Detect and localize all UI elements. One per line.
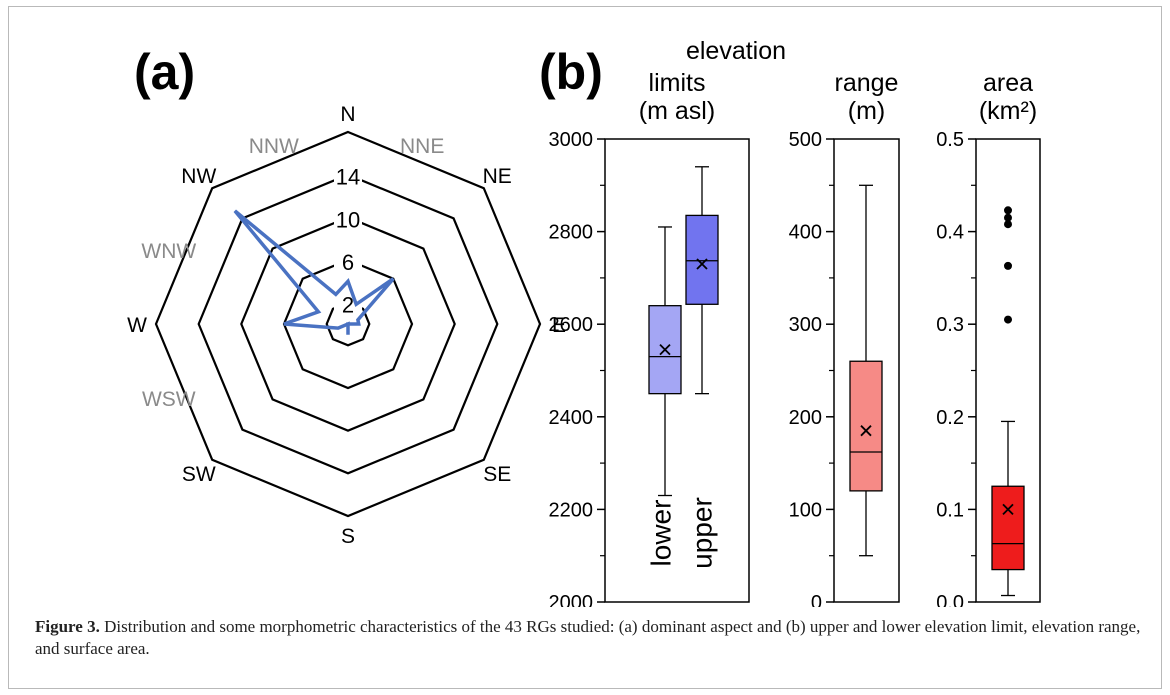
radar-ring [282,258,414,390]
panel-title-unit: (m asl) [639,97,715,125]
box-category-label: lower [645,500,676,567]
ring-label-bg [334,212,362,233]
panel-title: limits [649,69,706,97]
outlier-point [1004,206,1012,215]
panel-title-unit: (km²) [979,97,1037,125]
ring-label-bg [334,255,362,275]
panel-title: range [835,69,899,97]
y-tick-label: 0.4 [936,222,964,244]
outlier-point [1004,261,1012,270]
y-tick-label: 0.5 [936,129,964,151]
y-tick-label: 0.0 [936,592,964,607]
outlier-point [1004,315,1012,324]
y-tick-label: 0.2 [936,407,964,429]
y-tick-label: 100 [789,499,822,521]
mean-marker [696,258,708,270]
y-tick-label: 3000 [549,129,594,151]
panel-title-unit: (m) [848,97,885,125]
y-tick-label: 0.3 [936,314,964,336]
panel-b-label: (b) [539,44,603,100]
y-tick-label: 0.1 [936,499,964,521]
caption-label: Figure 3. [35,617,100,636]
box-area [991,485,1025,571]
figure-graphic: (a) (b) 2 6 10 14 N NNE NE E SE S SW WSW W WNW NW NNW elev… [127,37,1041,607]
mean-marker [860,425,872,437]
y-tick-label: 0 [811,592,822,607]
direction-label: S [341,525,355,548]
direction-label: W [127,314,147,337]
y-tick-label: 2800 [549,222,594,244]
radar-ring [154,130,542,518]
direction-label: NNE [400,135,444,158]
radar-ring [240,216,456,432]
box-range [849,360,883,492]
ring-label: 6 [342,250,354,275]
panel-a-label: (a) [134,44,195,100]
outlier-point [1004,213,1012,222]
direction-label: NE [483,165,512,188]
box-upper [685,214,719,305]
mean-marker [1002,503,1014,516]
outlier-point [1004,220,1012,229]
y-tick-label: 2400 [549,407,594,429]
panel-title: area [983,69,1033,97]
ring-label: 2 [342,293,354,318]
y-tick-label: 2600 [549,314,594,336]
caption-text: Distribution and some morphometric chara… [35,617,1141,658]
direction-label: E [552,314,566,337]
group-header: elevation [686,37,786,65]
direction-label: SW [182,463,216,486]
figure-frame: (a) (b) 2 6 10 14 N NNE NE E SE S SW WSW W WNW NW NNW elev… [8,6,1162,689]
y-tick-label: 500 [789,129,822,151]
mean-marker [659,344,671,356]
direction-label: N [340,103,355,126]
direction-label: WNW [141,240,196,263]
y-tick-label: 300 [789,314,822,336]
y-tick-label: 400 [789,222,822,244]
ring-label: 14 [336,165,360,190]
direction-label: SE [483,463,511,486]
box-category-label: upper [686,497,717,569]
y-tick-label: 2000 [549,592,594,607]
radar-ring [197,173,499,475]
ring-label: 10 [336,207,360,232]
direction-label: NW [181,165,216,188]
y-tick-label: 200 [789,407,822,429]
direction-label: NNW [249,135,299,158]
figure-caption: Figure 3. Distribution and some morphome… [35,616,1145,660]
radar-series-line [233,209,395,335]
ring-label-bg [334,169,362,190]
y-tick-label: 2200 [549,499,594,521]
direction-label: WSW [142,388,196,411]
